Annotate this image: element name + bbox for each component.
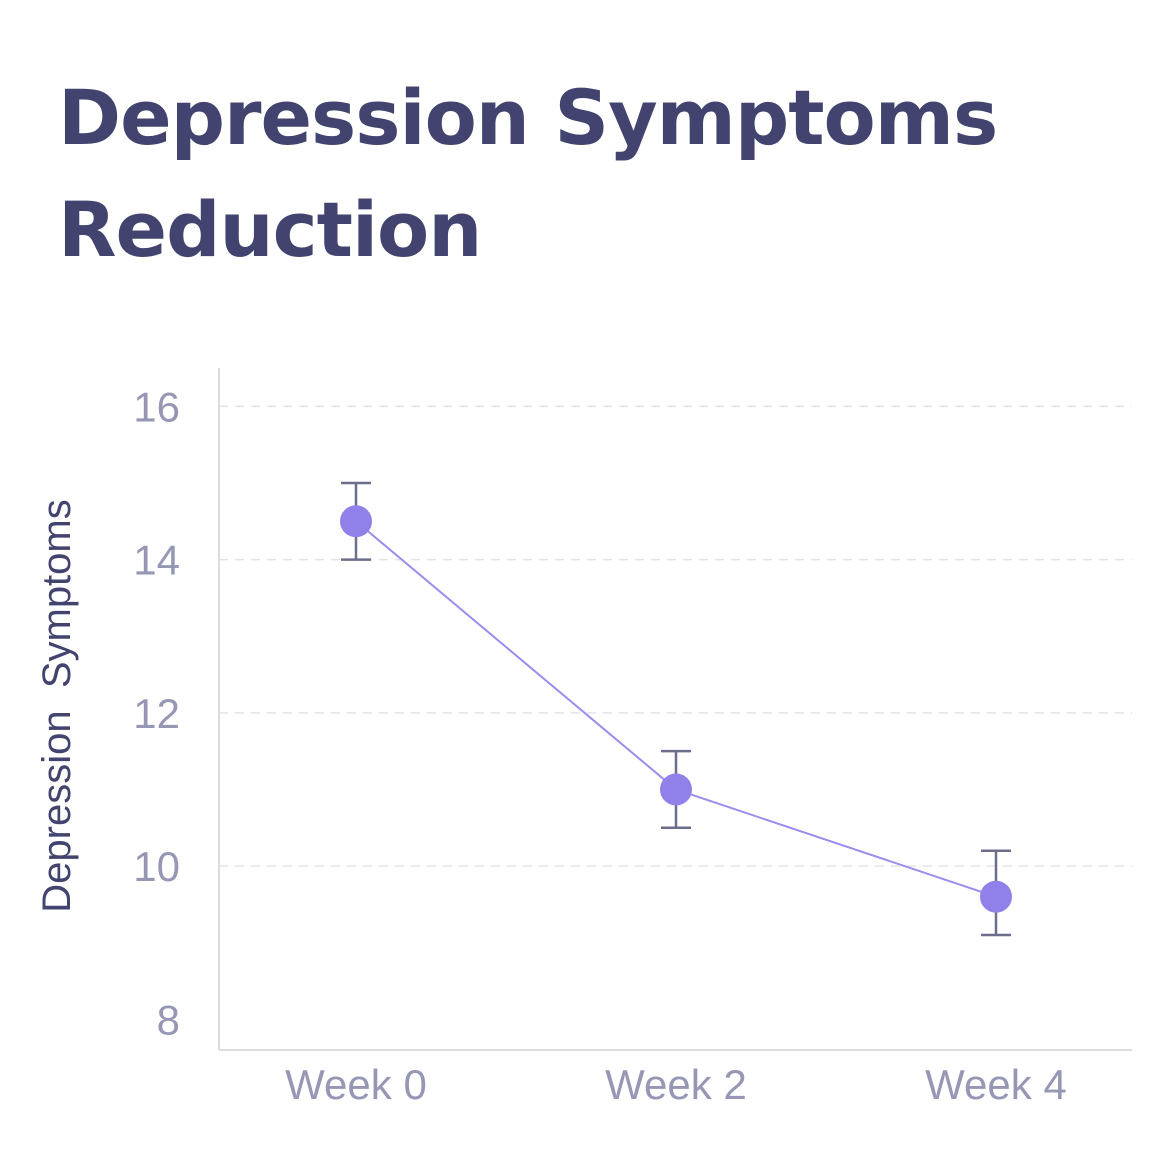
- data-points: [340, 505, 1012, 913]
- y-tick-label-14: 14: [133, 537, 180, 584]
- series-line: [355, 520, 997, 898]
- y-tick-labels: 8 10 12 14 16: [133, 383, 180, 1043]
- y-axis-label: Depression Symptoms: [35, 499, 79, 912]
- x-tick-labels: Week 0 Week 2 Week 4: [285, 1061, 1067, 1108]
- chart-title: Depression Symptoms Reduction: [58, 73, 998, 274]
- data-point-1: [660, 773, 692, 806]
- gridlines: [219, 405, 1132, 867]
- y-tick-label-16: 16: [133, 383, 180, 430]
- series-line-0: [355, 520, 997, 898]
- y-tick-label-8: 8: [157, 996, 180, 1043]
- y-tick-label-12: 12: [133, 690, 180, 737]
- data-point-0: [340, 505, 372, 538]
- axes: [218, 368, 1132, 1051]
- x-tick-label-1: Week 2: [605, 1061, 747, 1108]
- x-tick-label-0: Week 0: [285, 1061, 427, 1108]
- x-tick-label-2: Week 4: [925, 1061, 1067, 1108]
- y-tick-label-10: 10: [133, 843, 180, 890]
- data-point-2: [980, 880, 1012, 913]
